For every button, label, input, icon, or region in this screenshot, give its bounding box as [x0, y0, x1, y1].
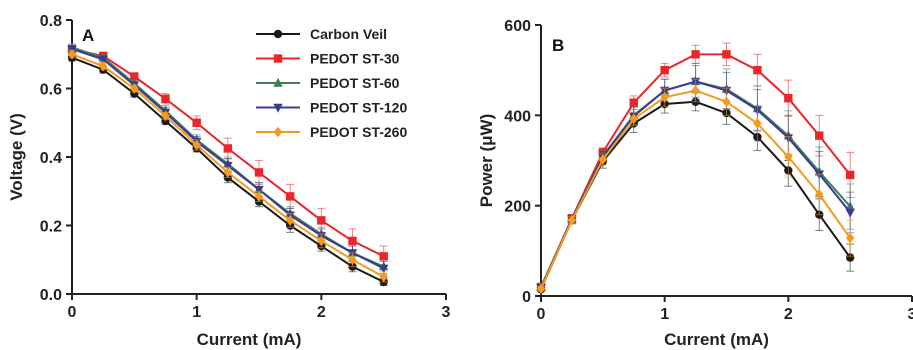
- x-tick-label: 0: [537, 306, 546, 323]
- y-tick-label: 600: [504, 18, 531, 35]
- data-point: [254, 185, 264, 195]
- data-point: [254, 168, 264, 177]
- y-tick-label: 0.2: [40, 219, 62, 236]
- data-point: [845, 170, 855, 180]
- data-point: [379, 271, 388, 283]
- data-point: [348, 254, 357, 265]
- x-axis-label: Current (mA): [197, 330, 302, 349]
- data-point: [67, 49, 77, 60]
- data-point: [98, 55, 108, 65]
- y-tick-label: 0.8: [40, 13, 62, 30]
- data-point: [629, 98, 638, 107]
- y-tick-label: 0.4: [40, 150, 62, 167]
- series-line: [540, 89, 852, 290]
- data-point: [660, 92, 669, 103]
- y-tick-label: 0: [522, 289, 531, 306]
- x-tick-label: 1: [192, 304, 201, 321]
- data-point: [348, 236, 357, 246]
- data-point: [660, 65, 669, 75]
- legend-entry: PEDOT ST-60: [310, 75, 400, 91]
- x-tick-label: 2: [317, 304, 326, 321]
- data-point: [130, 83, 139, 94]
- legend-marker: [273, 29, 283, 39]
- data-point: [379, 252, 388, 261]
- y-axis-label: Voltage (V): [7, 113, 26, 201]
- chart-panel-b: 0 1 2 3 0 200 400 600 Current (mA) Power (μW) B: [477, 18, 913, 349]
- legend-entry: Carbon Veil: [310, 26, 387, 42]
- x-tick-label: 0: [68, 304, 77, 321]
- data-point: [629, 113, 638, 125]
- data-point: [753, 65, 762, 75]
- data-point: [161, 94, 170, 103]
- data-point: [784, 151, 793, 163]
- data-point: [784, 93, 793, 103]
- legend: Carbon Veil PEDOT ST-30 PEDOT ST-60 PEDOT S…: [256, 26, 407, 140]
- series-5: [536, 78, 855, 294]
- data-point: [285, 192, 295, 201]
- y-tick-label: 400: [504, 108, 531, 125]
- x-tick-label: 3: [442, 304, 451, 321]
- legend-marker: [273, 126, 283, 138]
- data-point: [317, 216, 326, 225]
- data-point: [223, 167, 233, 178]
- series-5: [67, 49, 388, 283]
- legend-marker: [273, 54, 283, 63]
- data-point: [285, 215, 295, 226]
- data-point: [815, 131, 824, 140]
- y-tick-label: 200: [504, 199, 531, 216]
- data-point: [192, 118, 201, 127]
- data-point: [223, 144, 233, 153]
- chart-panel-a: 0 1 2 3 0.0 0.2 0.4 0.6 0.8 Current (mA) Voltage (…: [7, 13, 451, 349]
- legend-marker: [273, 103, 283, 113]
- data-point: [567, 214, 577, 226]
- y-axis-label: Power (μW): [477, 114, 496, 208]
- legend-entry: PEDOT ST-260: [310, 124, 407, 140]
- x-tick-label: 1: [660, 306, 669, 323]
- legend-marker: [273, 77, 283, 87]
- data-point: [536, 283, 546, 294]
- series-line: [540, 100, 852, 290]
- panel-label: B: [552, 36, 564, 55]
- data-point: [845, 208, 855, 218]
- data-point: [722, 50, 731, 59]
- data-point: [317, 235, 326, 247]
- y-tick-label: 0.6: [40, 82, 62, 99]
- data-point: [223, 161, 233, 171]
- data-point: [161, 110, 170, 122]
- data-point: [691, 85, 700, 96]
- data-point: [378, 264, 389, 274]
- data-point: [254, 191, 264, 202]
- data-point: [130, 72, 139, 81]
- data-point: [722, 96, 731, 107]
- legend-entry: PEDOT ST-30: [310, 51, 400, 67]
- data-point: [691, 50, 700, 59]
- data-point: [753, 118, 762, 129]
- data-point: [598, 154, 608, 165]
- data-point: [98, 61, 108, 72]
- data-point: [845, 232, 855, 244]
- x-tick-label: 2: [784, 306, 793, 323]
- y-tick-label: 0.0: [40, 287, 62, 304]
- legend-entry: PEDOT ST-120: [310, 100, 407, 116]
- panel-label: A: [82, 26, 94, 45]
- x-tick-label: 3: [908, 306, 913, 323]
- data-point: [192, 139, 201, 151]
- data-point: [845, 253, 855, 262]
- data-point: [815, 189, 824, 200]
- x-axis-label: Current (mA): [664, 330, 769, 349]
